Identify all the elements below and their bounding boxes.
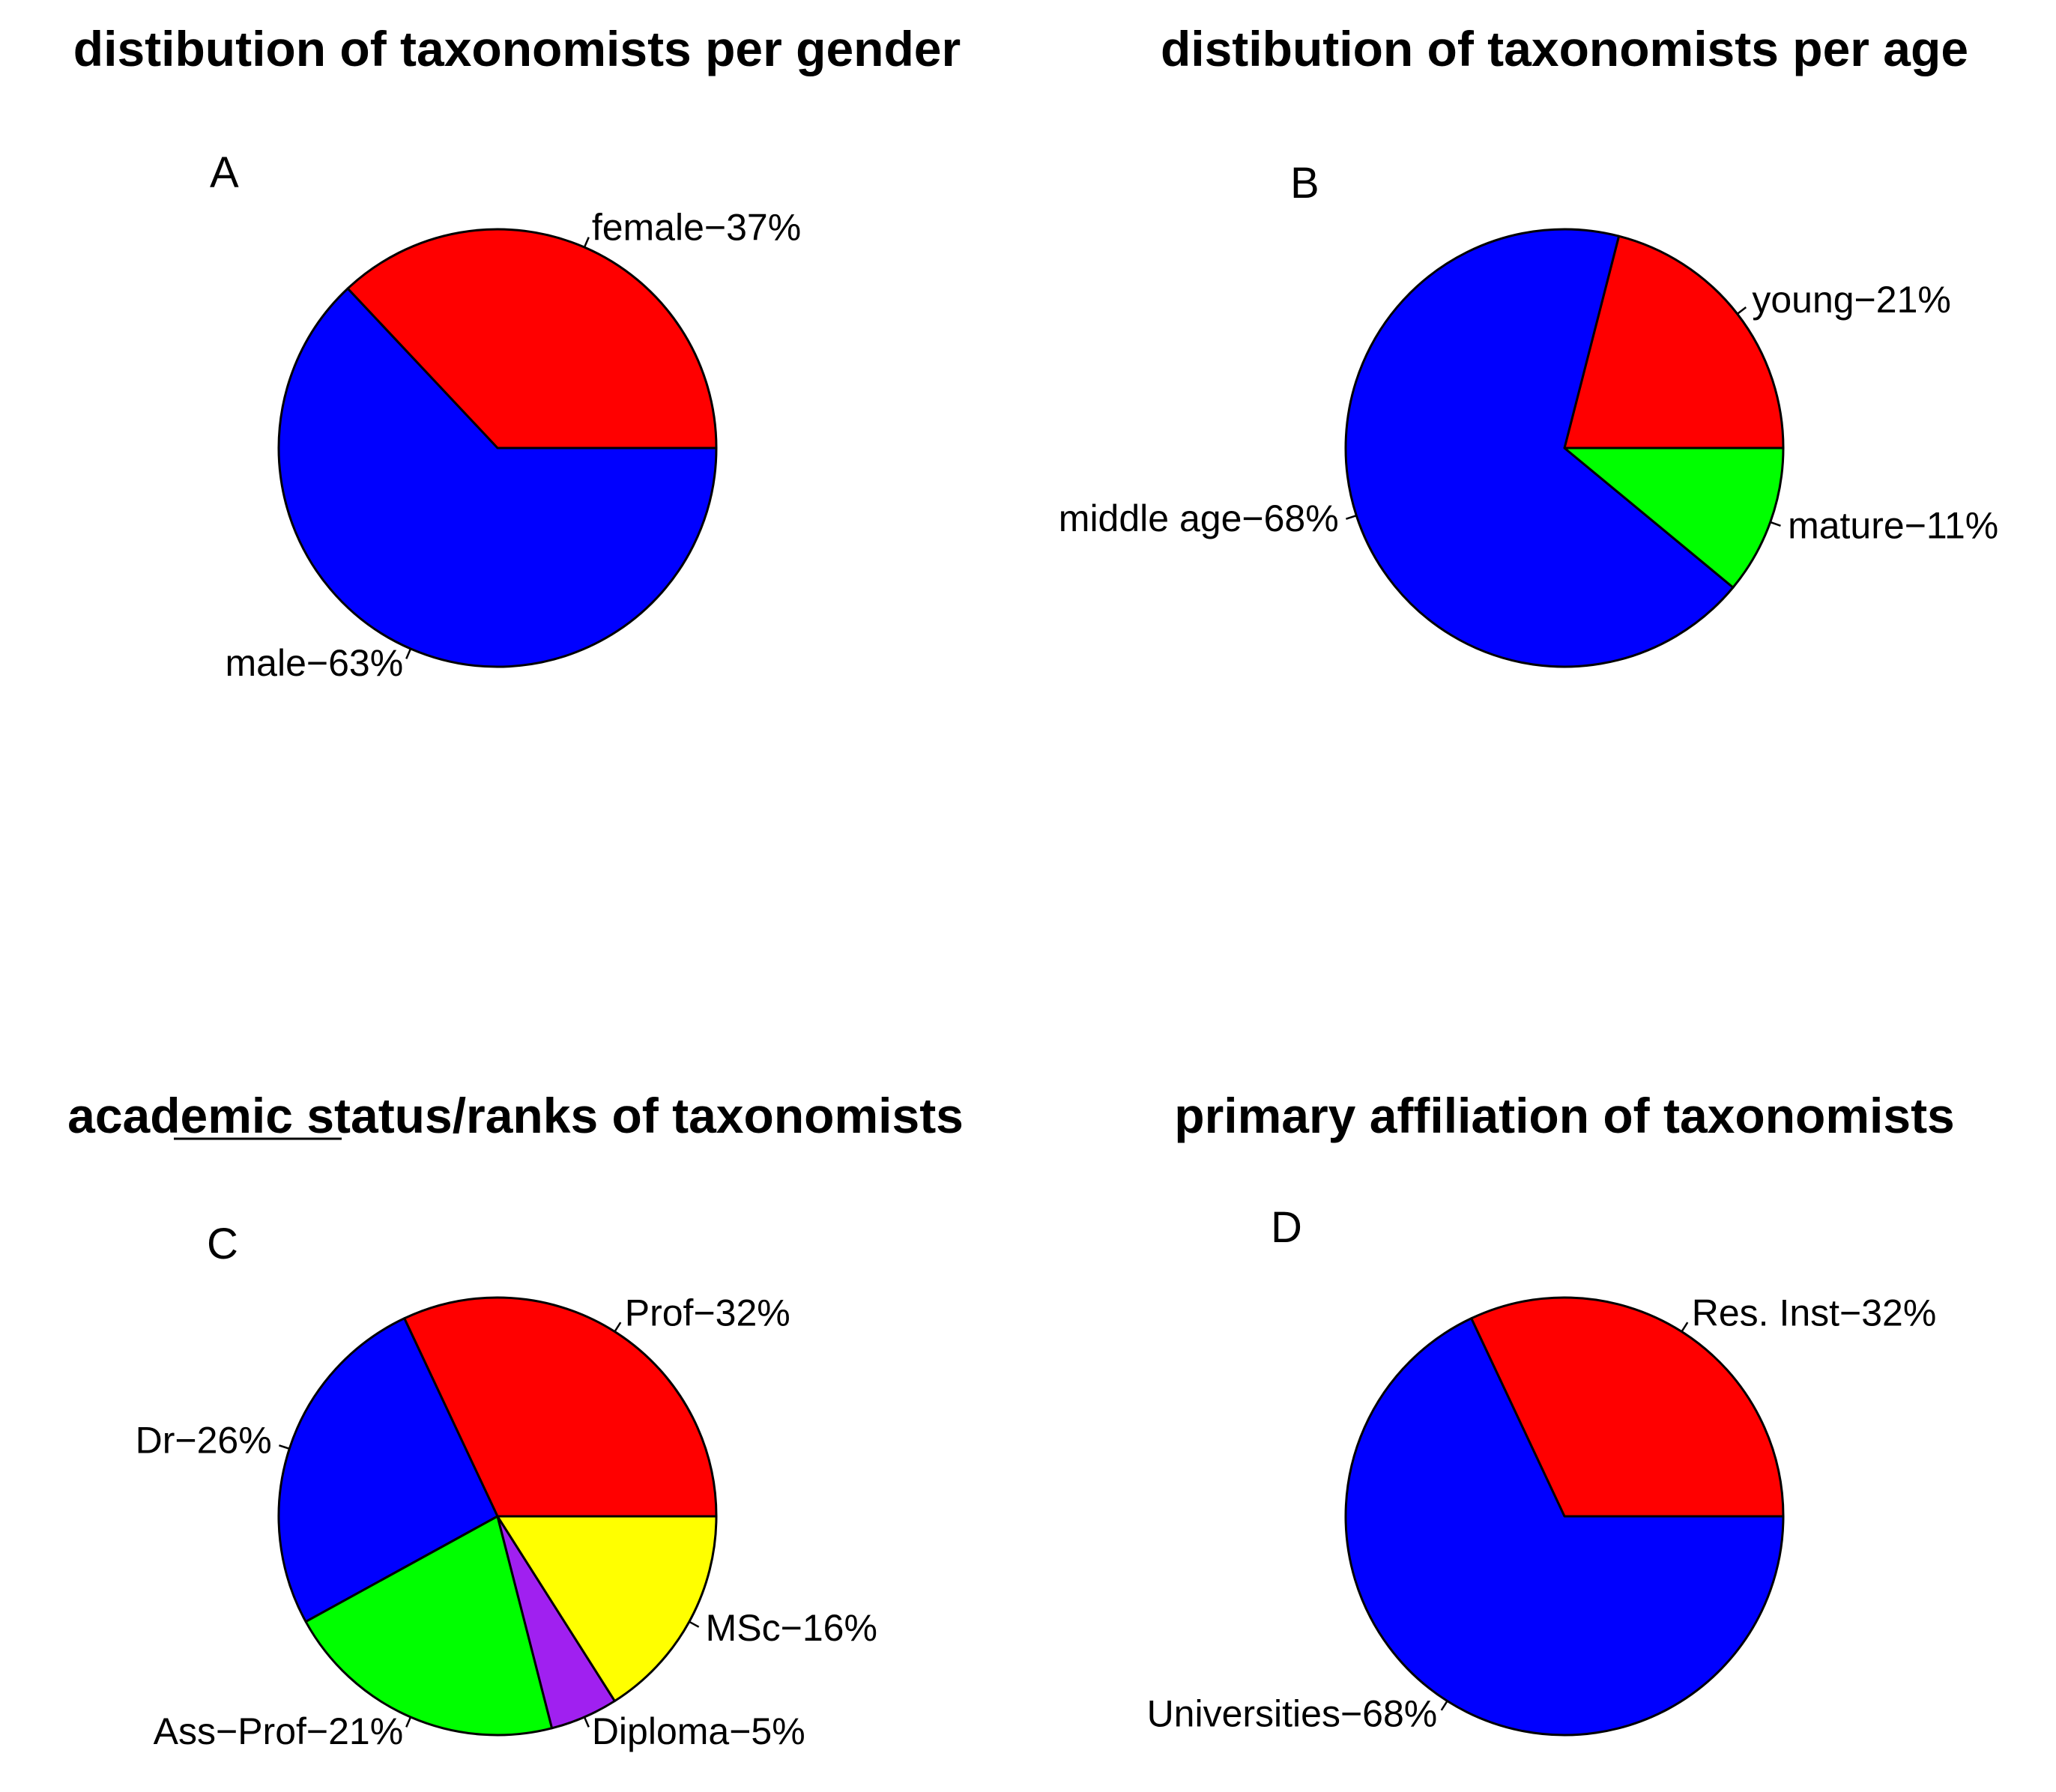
pie-labels-gender: female−37% male−63%: [226, 206, 802, 684]
leader-line-young: [1736, 306, 1747, 315]
leader-line-msc: [689, 1620, 700, 1628]
pie-chart-gender: distibution of taxonomists per gender A …: [73, 21, 961, 684]
leader-line-mature: [1770, 521, 1781, 527]
leader-line-male: [405, 648, 412, 659]
chart-title-affiliation: primary affiliation of taxonomists: [1174, 1088, 1955, 1143]
slice-label-female: female−37%: [592, 206, 801, 248]
panel-letter-c: C: [207, 1220, 238, 1268]
panel-letter-d: D: [1271, 1203, 1302, 1252]
pie-slices-age: [1344, 228, 1785, 668]
slice-label-universities: Universities−68%: [1147, 1693, 1438, 1735]
panel-letter-a: A: [210, 148, 239, 197]
pie-slice-mature: [1563, 447, 1785, 589]
leader-line-universities: [1440, 1700, 1448, 1711]
leader-line-female: [583, 237, 590, 248]
slice-label-male: male−63%: [226, 642, 404, 684]
pie-labels-academic-status: Prof−32% Dr−26% Ass−Prof−21% Diploma−5% MSc−…: [136, 1292, 877, 1752]
leader-line-ass-prof: [405, 1716, 412, 1728]
pie-slice-msc: [496, 1515, 718, 1703]
leader-line-diploma: [583, 1716, 590, 1728]
slice-label-diploma: Diploma−5%: [592, 1710, 805, 1752]
leader-line-res-inst: [1681, 1322, 1689, 1333]
pie-slices-affiliation: [1344, 1296, 1785, 1737]
pie-slices-gender: [277, 228, 718, 668]
slice-label-ass-prof: Ass−Prof−21%: [154, 1710, 404, 1752]
slice-label-young: young−21%: [1752, 279, 1951, 321]
leader-line-prof: [614, 1322, 622, 1333]
slice-label-mature: mature−11%: [1788, 505, 1998, 547]
chart-title-gender: distibution of taxonomists per gender: [73, 21, 961, 76]
pie-slices-academic-status: [277, 1296, 718, 1737]
pie-chart-age: distibution of taxonomists per age B you…: [1059, 21, 1998, 668]
pie-labels-affiliation: Res. Inst−32% Universities−68%: [1147, 1292, 1937, 1735]
chart-title-age: distibution of taxonomists per age: [1161, 21, 1968, 76]
pie-chart-academic-status: academic status/ranks of taxonomists C P…: [67, 1088, 964, 1752]
slice-label-res-inst: Res. Inst−32%: [1692, 1292, 1937, 1334]
slice-label-middle-age: middle age−68%: [1059, 497, 1339, 539]
slice-label-msc: MSc−16%: [706, 1607, 877, 1649]
pie-labels-age: young−21% middle age−68% mature−11%: [1059, 279, 1998, 547]
chart-title-academic-status: academic status/ranks of taxonomists: [67, 1088, 964, 1143]
leader-line-dr: [279, 1444, 290, 1450]
pie-slice-middle-age: [1344, 228, 1735, 668]
slice-label-prof: Prof−32%: [625, 1292, 790, 1334]
pie-chart-affiliation: primary affiliation of taxonomists D Res…: [1147, 1088, 1955, 1737]
pie-slice-male: [277, 287, 718, 668]
leader-line-middle-age: [1346, 515, 1357, 520]
pie-slice-young: [1563, 234, 1785, 449]
slice-label-dr: Dr−26%: [136, 1419, 272, 1461]
panel-letter-b: B: [1290, 159, 1319, 208]
